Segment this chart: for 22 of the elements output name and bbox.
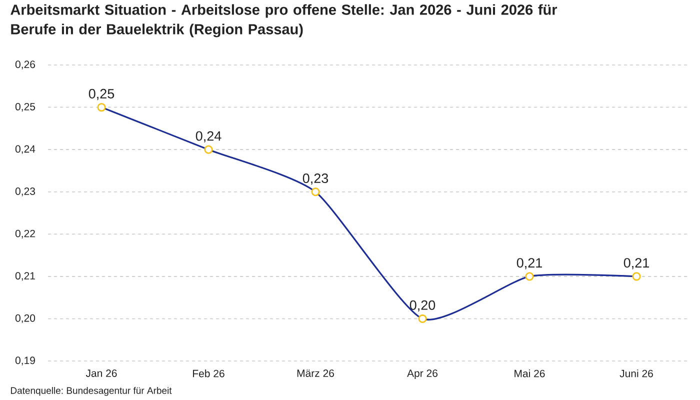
y-tick-label: 0,22 (15, 230, 35, 238)
x-tick-label: März 26 (297, 370, 334, 377)
x-tick-label: Jan 26 (86, 370, 117, 377)
data-label: 0,21 (516, 258, 542, 270)
x-tick-label: Feb 26 (193, 370, 224, 378)
data-label: 0,20 (410, 300, 436, 312)
y-tick-label: 0,23 (15, 188, 36, 196)
x-tick-label: Mai 26 (514, 370, 545, 378)
text: Datenquelle: Bundesagentur für Arbeit (10, 386, 172, 396)
data-label: 0,21 (624, 258, 649, 270)
y-tick-label: 0,24 (15, 145, 36, 154)
x-tick-label: Juni 26 (620, 370, 653, 378)
y-tick-label: 0,19 (15, 356, 35, 366)
data-label: 0,25 (88, 88, 114, 100)
y-tick-label: 0,21 (15, 272, 35, 281)
y-tick-label: 0,20 (15, 314, 36, 324)
x-tick-label: Apr 26 (407, 370, 438, 380)
y-tick-label: 0,25 (15, 102, 36, 112)
chart-title: Arbeitsmarkt Situation - Arbeitslose pro offene Stelle: Jan 2026 - Juni 2026 für Berufe in der Bauelektrik (Region Passau) (10, 4, 558, 38)
y-tick-label: 0,26 (15, 60, 36, 70)
data-label: 0,24 (196, 131, 222, 142)
data-label: 0,23 (302, 174, 328, 185)
